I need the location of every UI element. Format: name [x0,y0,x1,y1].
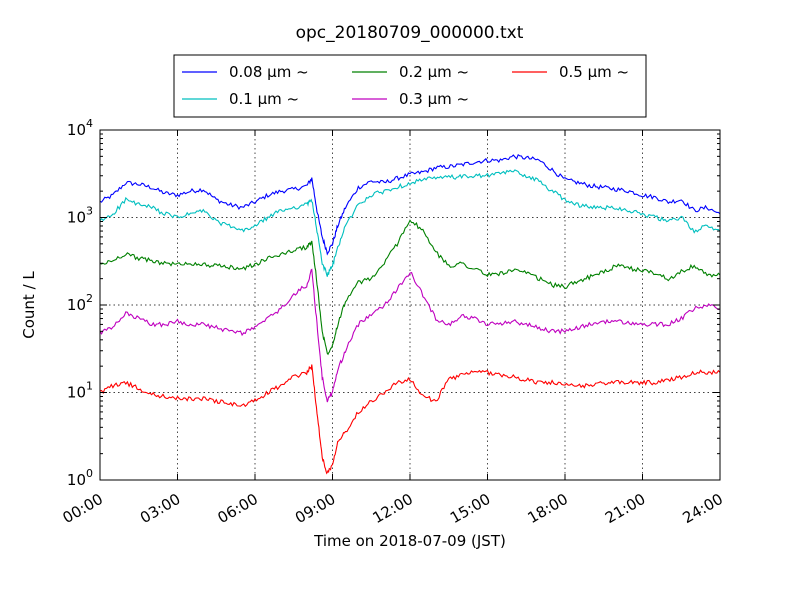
legend-label: 0.08 μm ~ [229,63,309,81]
series-line [100,169,720,277]
y-tick-base: 10 [67,209,86,227]
y-tick-label: 103 [67,205,93,227]
y-tick-base: 10 [67,384,86,402]
x-tick-label: 09:00 [292,490,338,527]
axis-ticks [99,129,721,481]
data-series [100,153,720,475]
y-tick-base: 10 [67,121,86,139]
x-tick-label: 06:00 [215,490,261,527]
y-tick-exponent: 4 [86,117,93,130]
legend-label: 0.1 μm ~ [229,90,299,108]
x-tick-label: 15:00 [447,490,493,527]
grid-lines [100,130,720,480]
y-tick-exponent: 3 [86,205,93,218]
series-line [100,153,720,256]
legend-label: 0.3 μm ~ [399,90,469,108]
y-tick-exponent: 2 [86,292,93,305]
y-tick-label: 104 [67,117,93,139]
series-line [100,219,720,356]
y-tick-label: 100 [67,467,93,489]
x-tick-label: 12:00 [370,490,416,527]
legend-label: 0.5 μm ~ [559,63,629,81]
x-axis-label: Time on 2018-07-09 (JST) [313,532,506,550]
y-tick-exponent: 0 [86,467,93,480]
y-tick-base: 10 [67,296,86,314]
chart-title: opc_20180709_000000.txt [296,23,524,43]
x-tick-label: 03:00 [137,490,183,527]
x-tick-label: 21:00 [602,490,648,527]
y-tick-exponent: 1 [86,380,93,393]
y-tick-label: 102 [67,292,93,314]
x-tick-label: 24:00 [680,490,726,527]
series-line [100,268,720,403]
legend-label: 0.2 μm ~ [399,63,469,81]
legend: 0.08 μm ~ 0.1 μm ~ 0.2 μm ~ 0.3 μm ~ 0.5 μm … [173,54,647,118]
y-axis-label: Count / L [20,271,38,339]
y-tick-label: 101 [67,380,93,402]
series-line [100,364,720,475]
x-tick-label: 18:00 [525,490,571,527]
x-tick-label: 00:00 [60,490,106,527]
x-tick-labels: 00:00 03:00 06:00 09:00 12:00 15:00 18:00 21:00… [60,490,726,527]
y-tick-base: 10 [67,471,86,489]
legend-frame [173,54,647,118]
